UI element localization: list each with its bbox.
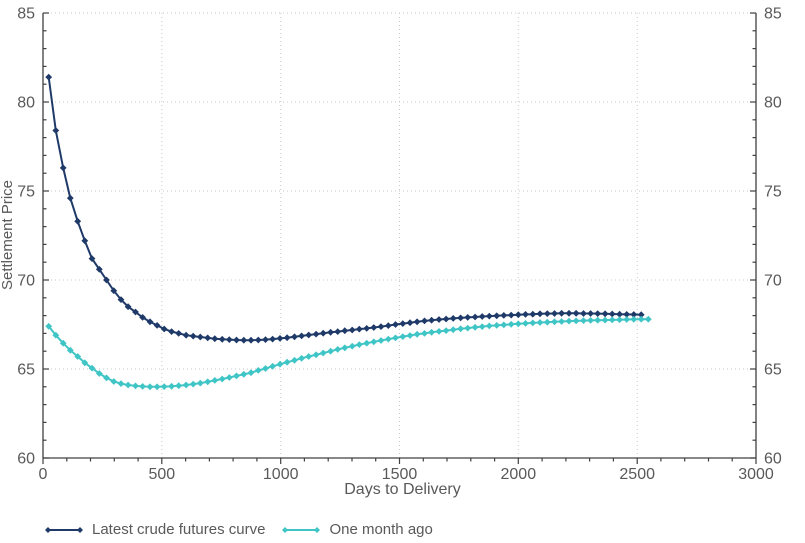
svg-text:500: 500 — [148, 466, 175, 483]
svg-text:1000: 1000 — [263, 466, 299, 483]
svg-text:1500: 1500 — [382, 466, 418, 483]
svg-text:0: 0 — [39, 466, 48, 483]
svg-text:70: 70 — [764, 273, 782, 290]
svg-text:85: 85 — [764, 6, 782, 23]
svg-text:70: 70 — [17, 273, 35, 290]
y-axis-title: Settlement Price — [0, 179, 16, 291]
svg-text:75: 75 — [17, 184, 35, 201]
svg-text:60: 60 — [17, 451, 35, 468]
svg-text:80: 80 — [764, 95, 782, 112]
svg-text:65: 65 — [764, 362, 782, 379]
series-one-month-ago — [45, 315, 652, 391]
legend-label: Latest crude futures curve — [92, 521, 266, 538]
svg-text:2500: 2500 — [619, 466, 655, 483]
legend-line-diamond-icon — [45, 526, 83, 533]
chart-legend: Latest crude futures curve One month ago — [44, 521, 433, 538]
x-axis-title: Days to Delivery — [344, 481, 461, 498]
chart-plot-area: 60 60 65 65 70 70 75 75 80 80 85 85 0 500 1000 1500 2000… — [17, 6, 782, 484]
svg-text:3000: 3000 — [738, 466, 774, 483]
svg-text:65: 65 — [17, 362, 35, 379]
svg-text:80: 80 — [17, 95, 35, 112]
svg-text:2000: 2000 — [501, 466, 537, 483]
legend-item-latest-curve: Latest crude futures curve — [44, 521, 265, 538]
series-latest-crude-futures-curve — [45, 73, 645, 344]
legend-item-one-month-ago: One month ago — [281, 521, 433, 538]
svg-text:60: 60 — [764, 451, 782, 468]
legend-label: One month ago — [329, 521, 433, 538]
svg-text:75: 75 — [764, 184, 782, 201]
svg-text:85: 85 — [17, 6, 35, 23]
legend-line-diamond-icon — [282, 526, 321, 533]
